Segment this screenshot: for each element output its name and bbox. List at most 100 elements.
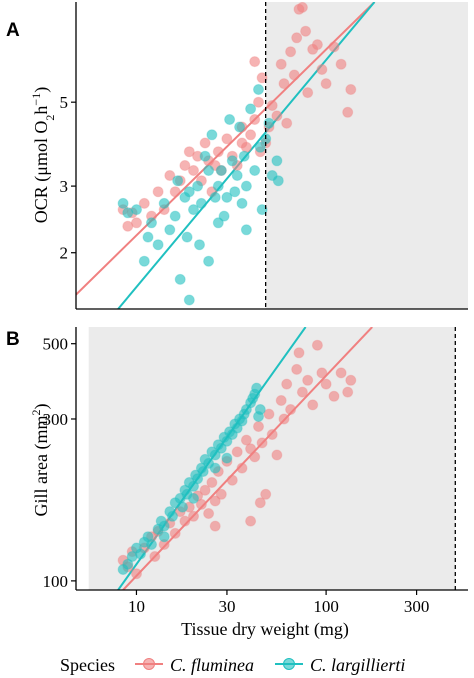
panel-a-point-c-fluminea-13 bbox=[188, 165, 199, 176]
panel-a-point-c-largillierti-20 bbox=[203, 255, 215, 267]
panel-a-point-c-largillierti-8 bbox=[164, 224, 176, 236]
panel-a-point-c-fluminea-38 bbox=[281, 117, 293, 129]
panel-b-point-c-fluminea-49 bbox=[335, 367, 347, 379]
panel-b-point-c-fluminea-20 bbox=[209, 495, 221, 507]
panel-a-point-c-fluminea-28 bbox=[249, 114, 261, 125]
panel-b-point-c-fluminea-3 bbox=[131, 568, 142, 580]
panel-a-point-c-fluminea-45 bbox=[302, 87, 314, 99]
panel-b-point-c-fluminea-19 bbox=[206, 477, 218, 488]
panel-b-point-c-largillierti-27 bbox=[209, 449, 221, 461]
panel-a-point-c-largillierti-5 bbox=[146, 217, 157, 229]
panel-b-point-c-fluminea-6 bbox=[149, 551, 161, 562]
panel-a-point-c-largillierti-24 bbox=[215, 165, 227, 176]
legend-label-largillierti: C. largillierti bbox=[310, 655, 405, 675]
panel-b-point-c-largillierti-46 bbox=[221, 452, 233, 464]
panel-a-point-c-largillierti-0 bbox=[117, 197, 129, 209]
panel-b-point-c-largillierti-21 bbox=[192, 473, 204, 485]
legend-key-largillierti bbox=[275, 658, 303, 670]
panel-a-point-c-largillierti-14 bbox=[183, 294, 195, 306]
panel-a-point-c-largillierti-11 bbox=[174, 273, 186, 285]
panel-a-point-c-largillierti-27 bbox=[224, 114, 236, 125]
panel-a-point-c-fluminea-9 bbox=[169, 186, 181, 198]
panel-a-point-c-largillierti-28 bbox=[226, 155, 238, 167]
panel-a-point-c-fluminea-55 bbox=[236, 137, 248, 149]
panel-a-point-c-largillierti-17 bbox=[194, 239, 205, 251]
panel-b-point-c-largillierti-47 bbox=[209, 462, 221, 474]
panel-b-y-ticks: 100 300 500 bbox=[43, 335, 76, 591]
panel-a-point-c-largillierti-30 bbox=[231, 170, 243, 181]
panel-b-point-c-fluminea-53 bbox=[254, 497, 266, 509]
panel-b-point-c-fluminea-36 bbox=[275, 395, 287, 406]
panel-b-point-c-largillierti-7 bbox=[146, 539, 157, 550]
panel-a-y-tick-label-2: 2 bbox=[60, 244, 69, 263]
panel-a-point-c-fluminea-43 bbox=[296, 2, 308, 13]
panel-a-y-tick-label-3: 3 bbox=[60, 177, 69, 196]
panel-a-point-c-largillierti-25 bbox=[218, 210, 230, 222]
panel-b-point-c-fluminea-51 bbox=[345, 374, 357, 386]
panel-b-point-c-fluminea-12 bbox=[179, 515, 191, 527]
panel-a-point-c-largillierti-45 bbox=[203, 165, 215, 176]
panel-b-point-c-fluminea-10 bbox=[169, 527, 181, 539]
panel-a-point-c-fluminea-16 bbox=[199, 137, 211, 149]
panel-b-y-tick-label-500: 500 bbox=[43, 335, 69, 354]
legend-title: Species bbox=[60, 655, 115, 675]
panel-a-shaded-region bbox=[265, 2, 468, 309]
panel-a-point-c-largillierti-33 bbox=[238, 150, 250, 162]
panel-b-x-tick-label-100: 100 bbox=[313, 597, 339, 616]
panel-a-point-c-fluminea-31 bbox=[256, 72, 268, 84]
panel-a-point-c-largillierti-31 bbox=[234, 121, 246, 133]
panel-a-point-c-fluminea-6 bbox=[152, 186, 164, 198]
panel-b-point-c-fluminea-27 bbox=[240, 434, 252, 446]
panel-b-point-c-largillierti-4 bbox=[135, 548, 146, 560]
panel-a-point-c-largillierti-29 bbox=[229, 186, 241, 198]
panel-a-point-c-fluminea-12 bbox=[183, 146, 195, 158]
panel-a-y-ticks: 2 3 5 bbox=[60, 93, 76, 263]
panel-b-point-c-fluminea-29 bbox=[249, 451, 261, 463]
panel-b-point-c-largillierti-29 bbox=[215, 442, 227, 454]
panel-b-letter: B bbox=[6, 329, 20, 350]
panel-a-point-c-largillierti-44 bbox=[272, 175, 284, 187]
panel-a-point-c-fluminea-39 bbox=[285, 46, 297, 58]
panel-a-point-c-fluminea-27 bbox=[245, 129, 257, 141]
panel-a-point-c-largillierti-18 bbox=[195, 197, 207, 209]
legend-label-fluminea: C. fluminea bbox=[170, 655, 254, 675]
panel-b-point-c-fluminea-33 bbox=[263, 408, 275, 420]
panel-b-x-tick-label-30: 30 bbox=[218, 597, 235, 616]
panel-a-point-c-fluminea-49 bbox=[320, 78, 332, 90]
panel-b-y-tick-label-100: 100 bbox=[43, 572, 69, 591]
panel-a-point-c-largillierti-38 bbox=[254, 141, 266, 153]
panel-a-fit-line-c-fluminea bbox=[76, 2, 376, 296]
panel-b: B 100 300 500 10 30 100 300 Gill area (mm2) T… bbox=[6, 327, 468, 640]
panel-b-point-c-fluminea-41 bbox=[293, 347, 305, 359]
panel-b-x-axis-title: Tissue dry weight (mg) bbox=[181, 619, 349, 640]
panel-b-point-c-largillierti-31 bbox=[221, 435, 233, 447]
panel-a-point-c-largillierti-23 bbox=[212, 180, 224, 192]
panel-a-point-c-largillierti-21 bbox=[206, 129, 218, 141]
panel-b-points bbox=[117, 339, 357, 580]
legend-key-fluminea bbox=[135, 658, 163, 670]
panel-a-point-c-fluminea-1 bbox=[122, 220, 134, 232]
panel-b-point-c-fluminea-43 bbox=[302, 374, 314, 386]
panel-a-point-c-fluminea-37 bbox=[278, 78, 290, 90]
panel-a-point-c-largillierti-46 bbox=[212, 217, 224, 229]
panel-b-point-c-fluminea-28 bbox=[245, 443, 257, 455]
panel-a-points bbox=[117, 2, 357, 306]
panel-b-point-c-fluminea-32 bbox=[260, 488, 272, 500]
panel-a-y-tick-label-5: 5 bbox=[60, 93, 69, 112]
panel-a-point-c-largillierti-36 bbox=[249, 165, 261, 176]
panel-a-letter: A bbox=[6, 20, 20, 41]
panel-b-x-tick-label-10: 10 bbox=[128, 597, 145, 616]
panel-b-point-c-fluminea-37 bbox=[278, 413, 290, 425]
panel-a-point-c-largillierti-9 bbox=[169, 210, 181, 222]
panel-a-point-c-largillierti-22 bbox=[209, 191, 221, 203]
panel-a-point-c-fluminea-29 bbox=[253, 96, 264, 108]
panel-a-point-c-fluminea-4 bbox=[138, 197, 150, 209]
panel-b-point-c-fluminea-16 bbox=[195, 498, 207, 510]
panel-a-point-c-fluminea-35 bbox=[271, 110, 283, 122]
panel-b-point-c-fluminea-34 bbox=[266, 429, 278, 440]
panel-b-point-c-fluminea-14 bbox=[188, 510, 199, 522]
panel-b-point-c-largillierti-10 bbox=[158, 520, 170, 532]
panel-a-point-c-largillierti-48 bbox=[183, 186, 195, 198]
panel-b-point-c-largillierti-48 bbox=[188, 492, 199, 504]
